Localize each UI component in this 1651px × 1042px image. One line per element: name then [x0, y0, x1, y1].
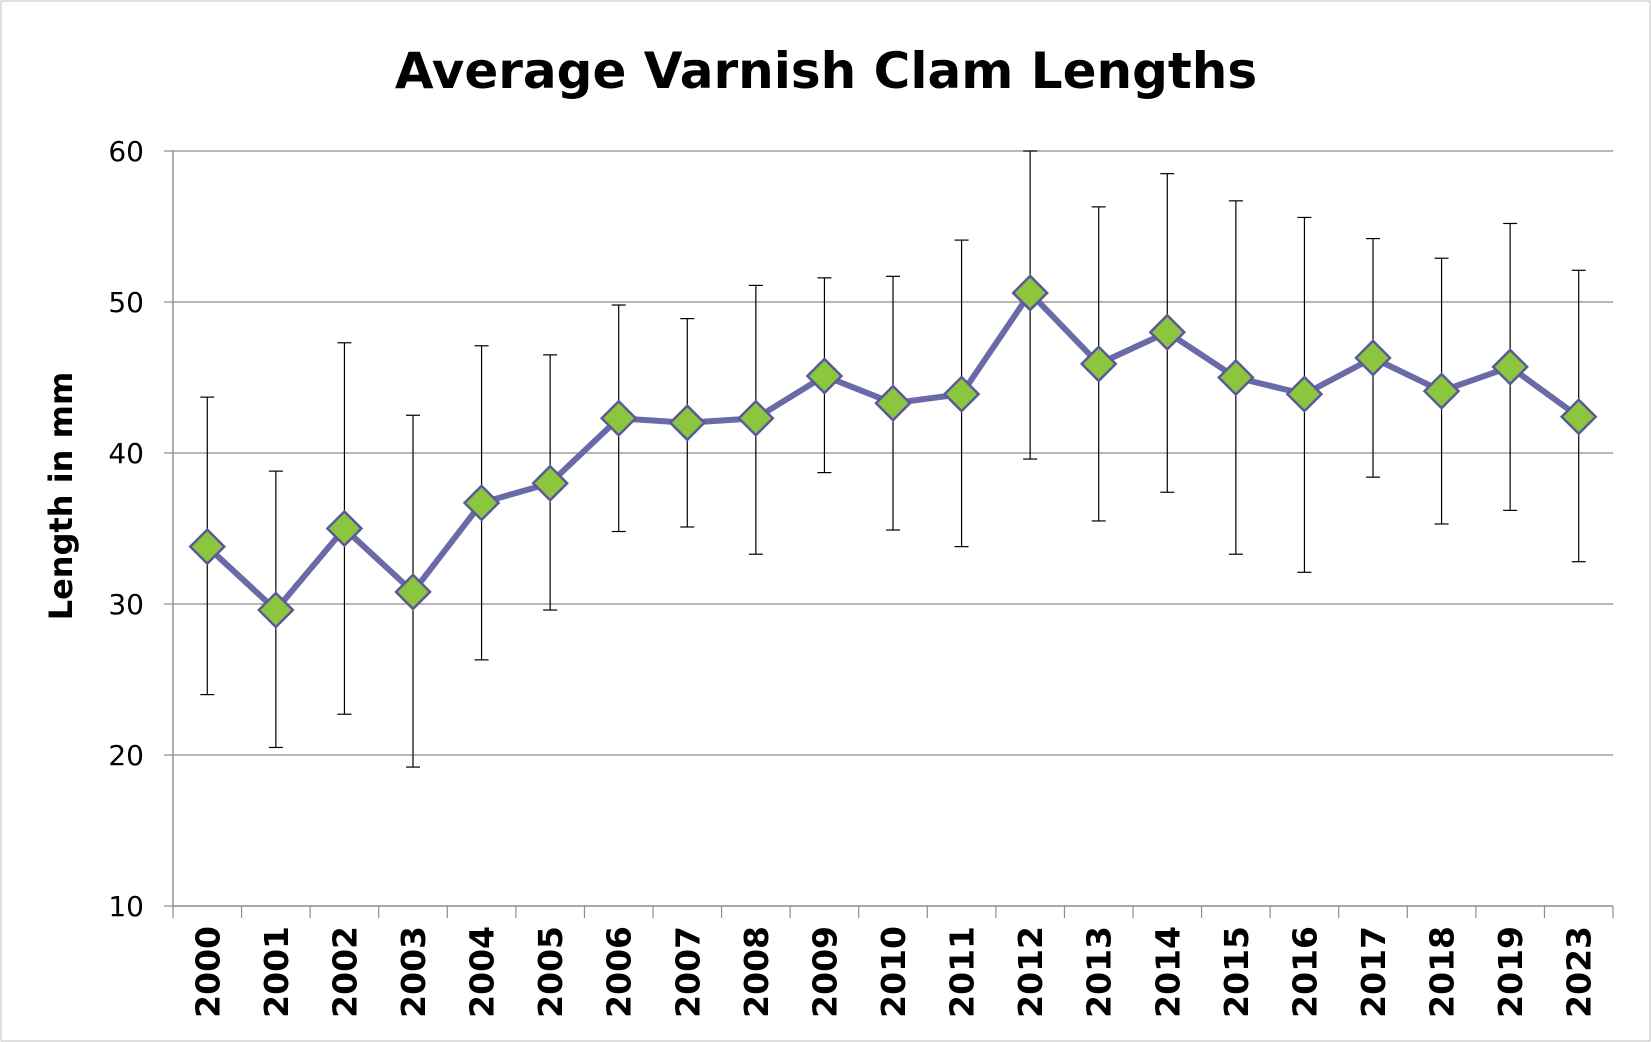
data-point-2005 — [531, 464, 569, 502]
data-point-2011 — [942, 375, 981, 413]
x-tick-label: 2013 — [1080, 926, 1119, 1018]
y-axis-label: Length in mm — [42, 372, 80, 621]
y-tick-label: 60 — [108, 135, 144, 168]
x-tick-label: 2007 — [668, 926, 707, 1018]
data-point-2001 — [257, 591, 295, 629]
data-point-2003 — [394, 573, 432, 611]
data-point-2014 — [1148, 313, 1187, 351]
x-tick-label: 2006 — [600, 926, 639, 1018]
data-point-2013 — [1079, 345, 1118, 383]
data-point-2023 — [1559, 397, 1598, 436]
x-tick-label: 2000 — [188, 926, 227, 1018]
data-point-2017 — [1354, 339, 1392, 377]
x-tick-label: 2001 — [257, 926, 296, 1018]
x-tick-label: 2002 — [325, 926, 364, 1018]
x-tick-label: 2010 — [874, 926, 913, 1018]
data-markers — [188, 274, 1598, 629]
x-tick-label: 2008 — [737, 926, 776, 1018]
x-tick-label: 2019 — [1491, 926, 1530, 1018]
x-tick-label: 2015 — [1217, 926, 1256, 1018]
data-point-2009 — [805, 357, 844, 395]
data-point-2002 — [325, 509, 364, 548]
x-tick-label: 2005 — [531, 926, 570, 1018]
y-tick-label: 20 — [108, 739, 144, 772]
data-point-2019 — [1491, 348, 1529, 386]
x-tick-label: 2003 — [394, 926, 433, 1018]
x-tick-labels: 2000 2001 2002 2003 2004 2005 2006 2007 2008 2009… — [188, 926, 1598, 1018]
data-point-2000 — [188, 527, 227, 566]
data-point-2006 — [599, 399, 638, 438]
axes — [164, 150, 1614, 918]
chart-title: Average Varnish Clam Lengths — [395, 42, 1257, 100]
data-point-2008 — [737, 399, 775, 438]
y-tick-label: 10 — [108, 890, 144, 923]
y-tick-label: 40 — [108, 437, 144, 470]
x-tick-label: 2016 — [1285, 926, 1324, 1018]
y-tick-labels: 10 20 30 40 50 60 — [108, 135, 144, 923]
data-point-2007 — [668, 404, 707, 442]
x-tick-label: 2012 — [1011, 926, 1050, 1018]
data-point-2004 — [462, 484, 501, 522]
x-tick-label: 2017 — [1354, 926, 1393, 1018]
x-tick-label: 2014 — [1148, 926, 1187, 1018]
x-tick-label: 2011 — [943, 926, 982, 1018]
y-tick-label: 30 — [108, 588, 144, 621]
data-point-2016 — [1285, 375, 1324, 413]
x-tick-label: 2023 — [1560, 926, 1599, 1018]
y-tick-label: 50 — [108, 286, 144, 319]
x-tick-label: 2018 — [1423, 926, 1462, 1018]
x-tick-label: 2004 — [463, 926, 502, 1018]
data-point-2012 — [1011, 274, 1049, 312]
data-point-2010 — [874, 384, 912, 422]
x-tick-label: 2009 — [805, 926, 844, 1018]
data-point-2018 — [1422, 372, 1461, 410]
data-point-2015 — [1217, 358, 1255, 397]
